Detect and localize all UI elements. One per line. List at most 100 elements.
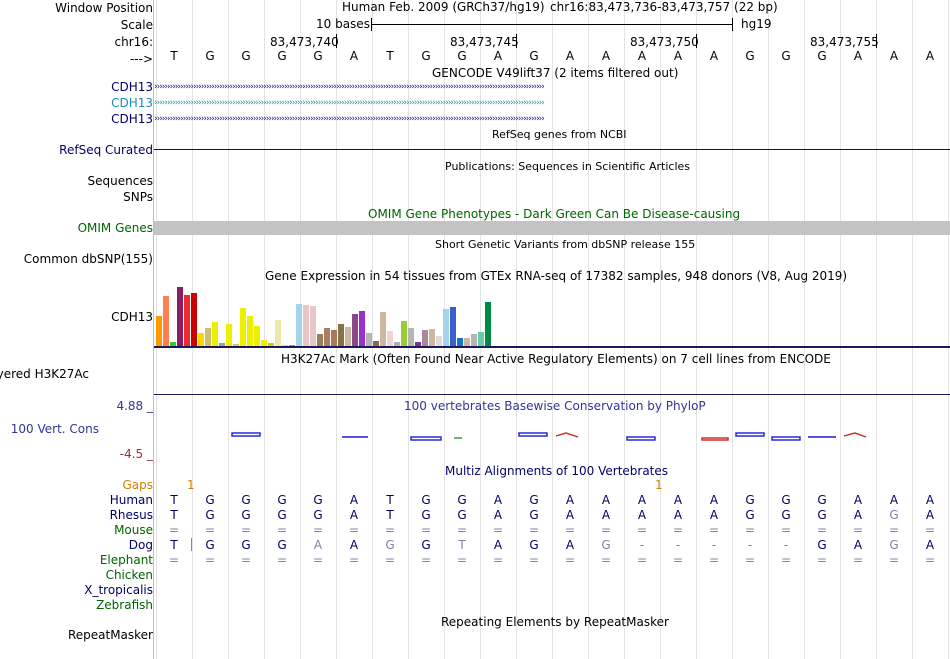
omim-track-label[interactable]: OMIM Genes xyxy=(77,221,153,235)
conservation-track-label[interactable]: 100 Vert. Cons xyxy=(10,422,99,436)
sequences-track-label[interactable]: Sequences xyxy=(87,174,153,188)
refseq-title[interactable]: RefSeq genes from NCBI xyxy=(492,128,627,141)
publications-title[interactable]: Publications: Sequences in Scientific Ar… xyxy=(445,160,690,173)
reference-base: G xyxy=(205,49,215,63)
cdh13-transcript-2[interactable]: ››››››››››››››››››››››››››››››››››››››››… xyxy=(154,96,950,110)
gtex-tissue-bar[interactable] xyxy=(436,336,442,347)
cdh13-transcript-1[interactable]: ››››››››››››››››››››››››››››››››››››››››… xyxy=(154,80,950,94)
gtex-tissue-bar[interactable] xyxy=(254,326,260,347)
gtex-tissue-bar[interactable] xyxy=(331,330,337,347)
gtex-tissue-bar[interactable] xyxy=(324,328,330,347)
phylop-glyphs[interactable] xyxy=(154,425,950,449)
multiz-title[interactable]: Multiz Alignments of 100 Vertebrates xyxy=(445,464,669,478)
gtex-tissue-bar[interactable] xyxy=(345,327,351,347)
h3k27ac-title[interactable]: H3K27Ac Mark (Often Found Near Active Re… xyxy=(281,352,831,366)
dbsnp-title[interactable]: Short Genetic Variants from dbSNP releas… xyxy=(435,238,696,251)
alignment-base-dog: G xyxy=(277,538,287,552)
gtex-tissue-bar[interactable] xyxy=(317,334,323,347)
phylop-title[interactable]: 100 vertebrates Basewise Conservation by… xyxy=(404,399,706,413)
gtex-tissue-bar[interactable] xyxy=(352,314,358,347)
reference-base: G xyxy=(421,49,431,63)
alignment-base-mouse: = xyxy=(744,523,756,537)
species-label-zebrafish[interactable]: Zebrafish xyxy=(96,598,153,612)
gtex-tissue-bar[interactable] xyxy=(212,322,218,347)
gtex-tissue-bar[interactable] xyxy=(310,306,316,347)
gtex-bar-chart[interactable] xyxy=(154,283,534,347)
gtex-tissue-bar[interactable] xyxy=(296,304,302,347)
gtex-tissue-bar[interactable] xyxy=(394,342,400,347)
cdh13-track-label-2[interactable]: CDH13 xyxy=(111,96,153,110)
cdh13-transcript-3[interactable]: ››››››››››››››››››››››››››››››››››››››››… xyxy=(154,112,950,126)
gtex-tissue-bar[interactable] xyxy=(303,305,309,347)
gtex-tissue-bar[interactable] xyxy=(422,330,428,347)
common-dbsnp-track-label[interactable]: Common dbSNP(155) xyxy=(23,252,153,266)
gtex-tissue-bar[interactable] xyxy=(443,309,449,347)
gtex-tissue-bar[interactable] xyxy=(198,333,204,347)
scale-bar-right-tick xyxy=(732,18,733,31)
scale-bar-text: 10 bases xyxy=(316,17,370,31)
species-label-elephant[interactable]: Elephant xyxy=(99,553,153,567)
gtex-tissue-bar[interactable] xyxy=(191,293,197,347)
gtex-tissue-bar[interactable] xyxy=(177,287,183,347)
base-gridline xyxy=(912,0,913,659)
gtex-tissue-bar[interactable] xyxy=(268,343,274,347)
cdh13-track-label-3[interactable]: CDH13 xyxy=(111,112,153,126)
gtex-tissue-bar[interactable] xyxy=(170,342,176,347)
alignment-base-mouse: = xyxy=(420,523,432,537)
gtex-tissue-bar[interactable] xyxy=(261,340,267,347)
base-gridline xyxy=(876,0,877,659)
gtex-tissue-bar[interactable] xyxy=(373,341,379,347)
reference-base: G xyxy=(457,49,467,63)
repeatmasker-track-label[interactable]: RepeatMasker xyxy=(67,628,153,642)
gtex-tissue-bar[interactable] xyxy=(275,320,281,347)
gtex-tissue-bar[interactable] xyxy=(408,328,414,347)
repeatmasker-title[interactable]: Repeating Elements by RepeatMasker xyxy=(441,615,669,629)
gtex-tissue-bar[interactable] xyxy=(219,343,225,347)
gtex-tissue-bar[interactable] xyxy=(247,316,253,347)
omim-gene-bar[interactable] xyxy=(154,221,950,235)
base-gridline xyxy=(480,0,481,659)
gtex-tissue-bar[interactable] xyxy=(338,324,344,347)
refseq-track-label[interactable]: RefSeq Curated xyxy=(59,143,153,157)
gtex-tissue-bar[interactable] xyxy=(226,324,232,347)
gtex-tissue-bar[interactable] xyxy=(478,332,484,347)
gtex-tissue-bar[interactable] xyxy=(184,295,190,347)
species-label-chicken[interactable]: Chicken xyxy=(105,568,153,582)
gtex-tissue-bar[interactable] xyxy=(156,316,162,347)
gtex-tissue-bar[interactable] xyxy=(401,321,407,347)
gtex-tissue-bar[interactable] xyxy=(366,333,372,347)
species-label-xtropicalis[interactable]: X_tropicalis xyxy=(84,583,153,597)
gtex-tissue-bar[interactable] xyxy=(163,296,169,347)
track-area[interactable]: Human Feb. 2009 (GRCh37/hg19) chr16:83,4… xyxy=(154,0,950,659)
gtex-tissue-bar[interactable] xyxy=(359,311,365,347)
gtex-tissue-bar[interactable] xyxy=(387,331,393,347)
gtex-tissue-bar[interactable] xyxy=(457,338,463,347)
alignment-base-elephant: = xyxy=(852,553,864,567)
gtex-title[interactable]: Gene Expression in 54 tissues from GTEx … xyxy=(265,269,848,283)
omim-title[interactable]: OMIM Gene Phenotypes - Dark Green Can Be… xyxy=(368,207,741,221)
gtex-tissue-bar[interactable] xyxy=(415,342,421,347)
gtex-tissue-bar[interactable] xyxy=(233,344,239,347)
gtex-tissue-bar[interactable] xyxy=(485,302,491,347)
h3k27ac-track-label[interactable]: Layered H3K27Ac xyxy=(0,367,89,381)
gtex-tissue-bar[interactable] xyxy=(240,308,246,347)
species-label-dog[interactable]: Dog xyxy=(128,538,153,552)
gtex-tissue-bar[interactable] xyxy=(380,312,386,347)
gtex-tissue-bar[interactable] xyxy=(450,307,456,347)
alignment-base-elephant: = xyxy=(708,553,720,567)
alignment-base-dog: - xyxy=(675,538,681,552)
gencode-title[interactable]: GENCODE V49lift37 (2 items filtered out) xyxy=(432,66,679,80)
species-label-mouse[interactable]: Mouse xyxy=(114,523,153,537)
cdh13-track-label-1[interactable]: CDH13 xyxy=(111,80,153,94)
refseq-gene-line[interactable] xyxy=(154,149,950,150)
gtex-tissue-bar[interactable] xyxy=(429,329,435,347)
gtex-gene-label[interactable]: CDH13 xyxy=(111,310,153,324)
gtex-tissue-bar[interactable] xyxy=(205,328,211,347)
gtex-tissue-bar[interactable] xyxy=(471,334,477,347)
snps-track-label[interactable]: SNPs xyxy=(123,190,153,204)
gtex-tissue-bar[interactable] xyxy=(464,338,470,347)
reference-base: A xyxy=(889,49,899,63)
species-label-rhesus[interactable]: Rhesus xyxy=(109,508,153,522)
species-label-human[interactable]: Human xyxy=(109,493,153,507)
